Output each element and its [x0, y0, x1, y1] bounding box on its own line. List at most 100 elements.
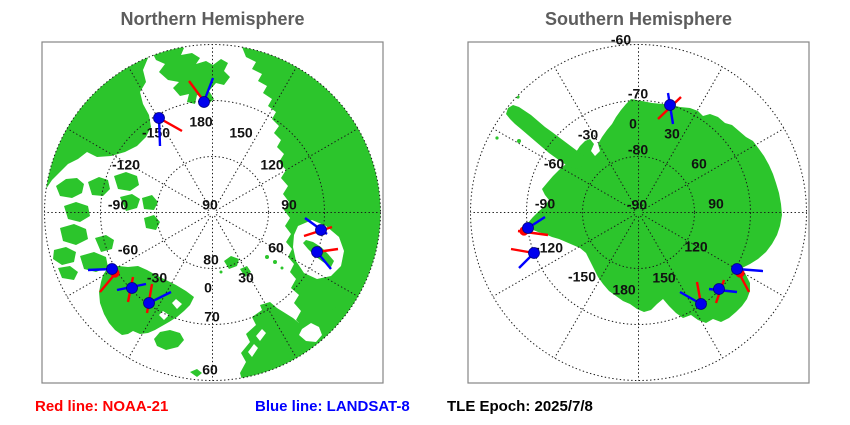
longitude-label: 30 [664, 126, 680, 142]
latitude-label: 80 [203, 252, 219, 268]
landsat8-position-dot [522, 222, 534, 234]
longitude-label: 180 [189, 114, 213, 130]
land-islet [517, 139, 521, 143]
legend-landsat8: Blue line: LANDSAT-8 [255, 398, 410, 415]
latitude-ring [156, 156, 269, 269]
latitude-ring [100, 100, 325, 325]
meridian-line [66, 128, 210, 211]
land-scandinavia [240, 302, 349, 380]
longitude-label: -90 [108, 197, 128, 213]
latitude-ring [526, 100, 751, 325]
south-labels: -60 -70 -80 -90 0 30 60 90 120 150 180 -150 -120 -90 -… [535, 32, 724, 298]
meridian-line [215, 128, 359, 211]
longitude-label: 180 [612, 282, 636, 298]
longitude-label: -120 [535, 240, 563, 256]
latitude-ring [582, 156, 695, 269]
longitude-label: 120 [260, 157, 284, 173]
land-siberia [242, 47, 381, 350]
land-svalbard [224, 256, 251, 277]
meridian-line [66, 214, 210, 297]
south-map: -60 -70 -80 -90 0 30 60 90 120 150 180 -150 -120 -90 -… [467, 32, 810, 384]
landsat8-position-dot [315, 224, 327, 236]
land-chukotka [152, 44, 230, 106]
longitude-label: 120 [684, 239, 708, 255]
longitude-label: -30 [147, 270, 167, 286]
land-iceland [154, 330, 184, 350]
landsat8-position-dot [311, 246, 323, 258]
longitude-label: -60 [118, 242, 138, 258]
meridian-line [128, 66, 211, 210]
meridian-line [641, 214, 785, 297]
meridian-line [554, 66, 637, 210]
meridian-line [640, 66, 723, 210]
meridian-line [214, 66, 297, 210]
longitude-label: 90 [281, 197, 297, 213]
longitude-label: -30 [578, 127, 598, 143]
latitude-label: 60 [202, 362, 218, 378]
land-antarctica [527, 99, 782, 323]
south-graticule [470, 44, 807, 381]
landsat8-position-dot [198, 96, 210, 108]
landsat8-position-dot [528, 247, 540, 259]
landsat8-position-dot [713, 283, 725, 295]
longitude-label: 0 [629, 116, 637, 132]
south-map-frame [467, 41, 810, 384]
land-alaska [46, 45, 169, 189]
sea-fjords [248, 329, 266, 357]
latitude-label: -90 [627, 197, 647, 213]
north-graticule [44, 44, 381, 381]
meridian-line [492, 128, 636, 211]
north-satellite-markers [87, 77, 339, 314]
landsat8-position-dot [153, 112, 165, 124]
latitude-label: 90 [202, 197, 218, 213]
land-islet [280, 266, 284, 270]
longitude-label: -60 [544, 156, 564, 172]
meridian-line [641, 128, 785, 211]
land-islet [219, 270, 223, 274]
land-islet [516, 95, 520, 99]
south-satellite-markers [510, 92, 764, 310]
longitude-label: 150 [229, 125, 253, 141]
meridian-line [492, 214, 636, 297]
land-islet [273, 260, 277, 264]
meridian-line [554, 215, 637, 359]
landsat8-position-dot [126, 282, 138, 294]
north-map-frame [41, 41, 384, 384]
meridian-line [214, 215, 297, 359]
landsat8-position-dot [664, 99, 676, 111]
north-land [46, 44, 381, 380]
landsat8-position-dot [143, 297, 155, 309]
longitude-label: 90 [708, 196, 724, 212]
land-islet [265, 255, 269, 259]
longitude-label: -90 [535, 196, 555, 212]
land-antarctic-peninsula [506, 105, 585, 169]
latitude-label: -70 [628, 86, 648, 102]
longitude-label: 60 [691, 156, 707, 172]
meridian-line [640, 215, 723, 359]
land-canada-islands [53, 172, 160, 280]
longitude-label: -120 [112, 157, 140, 173]
south-land [495, 95, 782, 323]
longitude-label: -150 [142, 125, 170, 141]
landsat8-position-dot [695, 298, 707, 310]
land-islet-south [190, 369, 202, 377]
landsat8-position-dot [731, 263, 743, 275]
sea-white-sea [299, 323, 322, 342]
land-islet [495, 136, 499, 140]
legend-tle-epoch: TLE Epoch: 2025/7/8 [447, 398, 593, 415]
north-labels: 90 80 70 60 180 150 120 90 60 30 0 -30 -60 -90 -120-15… [108, 114, 297, 378]
latitude-label: -60 [611, 32, 631, 48]
sea-greenland-fjords [159, 299, 182, 320]
landsat8-position-dot [106, 263, 118, 275]
longitude-label: -150 [568, 269, 596, 285]
legend-noaa21: Red line: NOAA-21 [35, 398, 169, 415]
longitude-label: 30 [238, 270, 254, 286]
longitude-label: 150 [652, 270, 676, 286]
north-map-title: Northern Hemisphere [120, 9, 305, 29]
noaa21-track-line [99, 273, 116, 293]
meridian-line [215, 214, 359, 297]
meridian-line [128, 215, 211, 359]
latitude-label: -80 [628, 142, 648, 158]
